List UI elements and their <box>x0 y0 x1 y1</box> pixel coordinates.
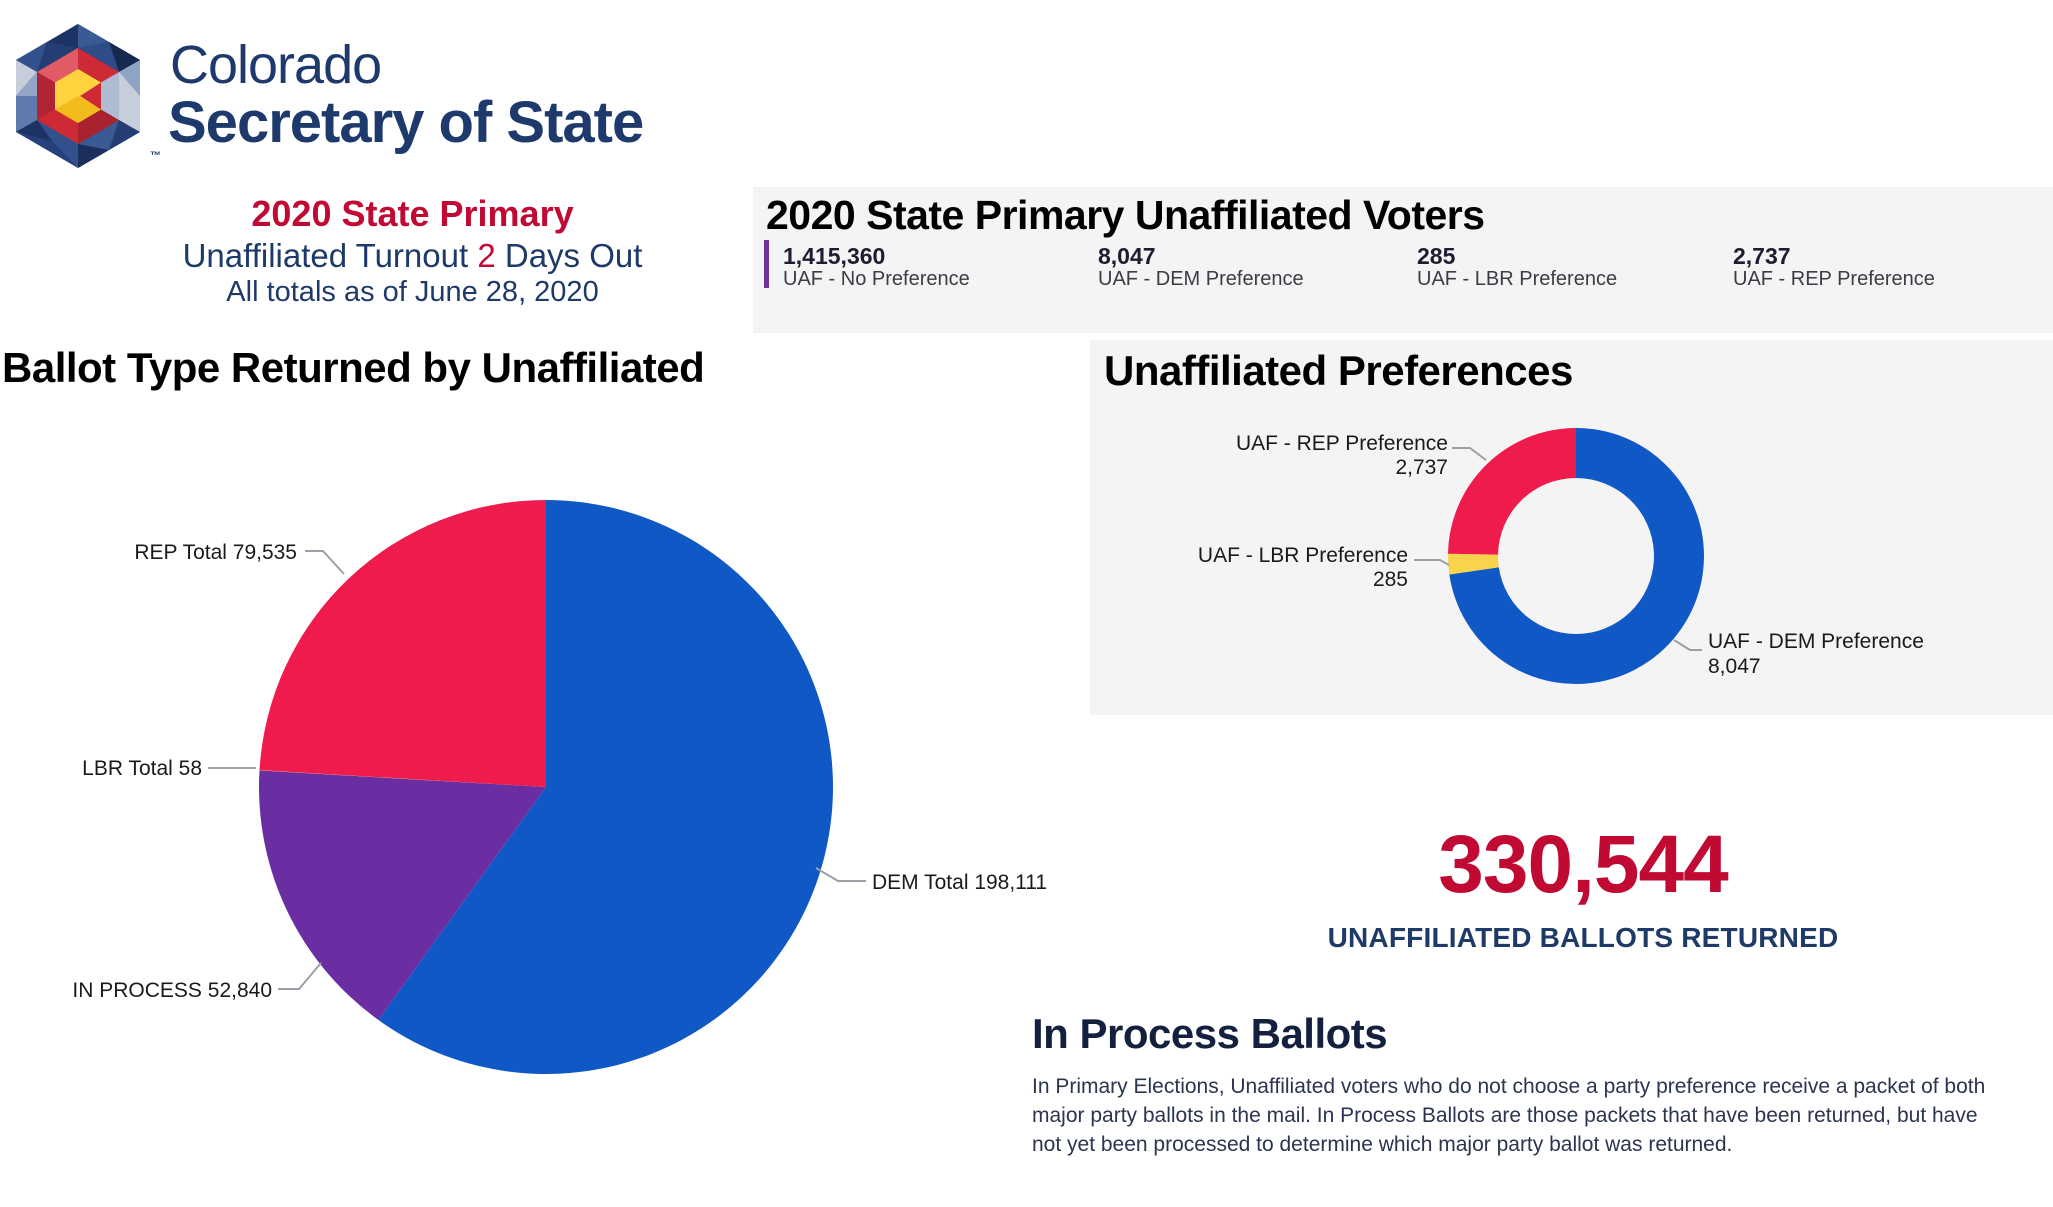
ballot-pie-slice-lbr[interactable] <box>259 770 546 787</box>
pref-donut-slice-uaf-dem-preference[interactable] <box>1449 428 1705 685</box>
pref-donut-label: UAF - DEM Preference <box>1708 630 1924 653</box>
trademark-symbol: ™ <box>150 150 161 162</box>
stat-value: 8,047 <box>1098 243 1156 269</box>
ballot-pie-label: REP Total 79,535 <box>134 541 297 564</box>
in-process-note: In Process Ballots In Primary Elections,… <box>1032 1010 1997 1159</box>
pref-donut-leader-line <box>1414 559 1450 566</box>
ballot-pie-leader-line <box>278 962 322 990</box>
ballots-returned-caption: UNAFFILIATED BALLOTS RETURNED <box>1327 922 1839 953</box>
pref-donut-label: 285 <box>1373 568 1408 591</box>
ballot-pie-slice-rep[interactable] <box>259 500 547 787</box>
pref-donut-label: UAF - REP Preference <box>1236 432 1448 455</box>
ballot-pie-slice-in-process[interactable] <box>259 770 546 1020</box>
ballot-pie-label: IN PROCESS 52,840 <box>72 979 272 1002</box>
stat-label: UAF - DEM Preference <box>1098 268 1304 290</box>
days-out-count: 2 <box>477 237 496 274</box>
in-process-title: In Process Ballots <box>1032 1010 1388 1057</box>
in-process-body: In Primary Elections, Unaffiliated voter… <box>1032 1075 1986 1156</box>
pref-donut-leader-line <box>1452 447 1487 461</box>
pref-donut-slice-uaf-lbr-preference[interactable] <box>1448 553 1499 575</box>
ballot-pie-slice-dem[interactable] <box>378 500 833 1074</box>
report-subtitle: 2020 State Primary Unaffiliated Turnout … <box>140 192 685 309</box>
stat-accent-bar <box>764 240 769 288</box>
ballot-pie-leader-line <box>305 550 345 575</box>
stats-panel-title: 2020 State Primary Unaffiliated Voters <box>766 192 1485 238</box>
logo-hex-mosaic <box>16 24 140 168</box>
pie-chart-title: Ballot Type Returned by Unaffiliated <box>2 344 705 391</box>
turnout-prefix: Unaffiliated Turnout <box>182 237 478 274</box>
pref-donut-slice-uaf-rep-preference[interactable] <box>1448 428 1576 555</box>
stat-value: 1,415,360 <box>783 243 886 269</box>
turnout-suffix: Days Out <box>495 237 643 274</box>
stat-value: 285 <box>1417 243 1456 269</box>
ballots-returned-summary: 330,544 UNAFFILIATED BALLOTS RETURNED <box>1283 822 1883 954</box>
ballots-returned-count: 330,544 <box>1438 819 1728 910</box>
logo-subtitle: Secretary of State <box>168 90 644 155</box>
ballot-pie-leader-line <box>815 867 866 882</box>
pref-donut-leader-line <box>1673 639 1702 651</box>
stat-label: UAF - No Preference <box>783 268 970 290</box>
logo-title: Colorado <box>170 35 382 95</box>
ballot-pie-label: DEM Total 198,111 <box>872 871 1047 894</box>
pref-donut-label: 2,737 <box>1395 456 1448 479</box>
colorado-sos-logo <box>16 24 140 168</box>
pref-donut-label: 8,047 <box>1708 655 1761 678</box>
donut-chart-title: Unaffiliated Preferences <box>1104 347 1573 394</box>
report-asof-date: All totals as of June 28, 2020 <box>226 276 599 308</box>
stat-label: UAF - REP Preference <box>1733 268 1935 290</box>
pref-donut-label: UAF - LBR Preference <box>1198 544 1408 567</box>
ballot-pie-label: LBR Total 58 <box>82 757 202 780</box>
report-turnout-line: Unaffiliated Turnout 2 Days Out <box>140 236 685 275</box>
stat-value: 2,737 <box>1733 243 1791 269</box>
unaffiliated-stats-panel <box>753 187 2053 333</box>
report-title: 2020 State Primary <box>251 193 574 234</box>
stat-label: UAF - LBR Preference <box>1417 268 1618 290</box>
